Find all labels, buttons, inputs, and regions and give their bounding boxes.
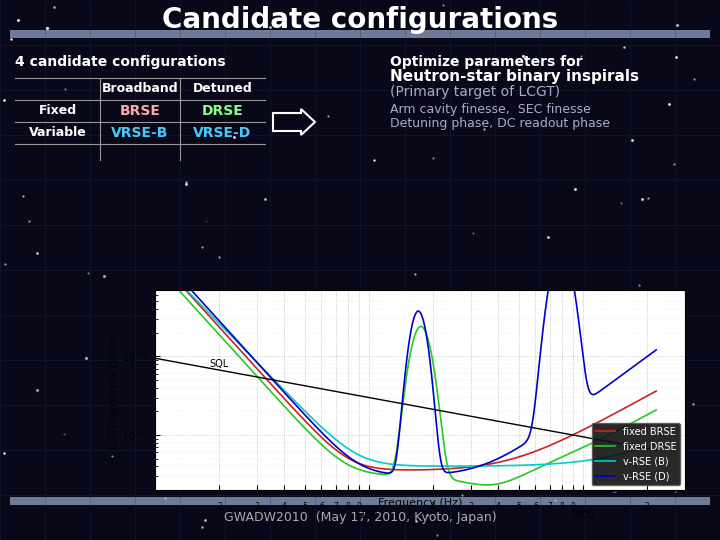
Text: SQL: SQL: [210, 359, 229, 369]
Text: 9: 9: [571, 502, 575, 511]
fixed DRSE: [176, 289, 185, 295]
fixed BRSE: [638, 396, 647, 402]
v-RSE (B): [381, 460, 390, 467]
Text: 4: 4: [495, 502, 500, 511]
v-RSE (D): [652, 347, 660, 353]
Text: Figure: K.Somiya: Figure: K.Somiya: [603, 483, 685, 493]
Text: 2: 2: [645, 502, 649, 511]
X-axis label: Frequency (Hz): Frequency (Hz): [378, 497, 462, 508]
Text: 5: 5: [302, 502, 307, 511]
Line: v-RSE (B): v-RSE (B): [155, 266, 656, 466]
Line: v-RSE (D): v-RSE (D): [155, 266, 656, 473]
v-RSE (D): [176, 275, 185, 281]
Text: Detuned: Detuned: [193, 83, 253, 96]
v-RSE (B): [150, 263, 159, 269]
fixed BRSE: [406, 467, 415, 473]
Text: 2: 2: [431, 502, 436, 511]
Text: VRSE-D: VRSE-D: [194, 126, 251, 140]
Bar: [10, 30, 710, 38]
fixed BRSE: [381, 466, 390, 472]
Text: 4: 4: [282, 502, 287, 511]
Text: 6: 6: [533, 502, 538, 511]
Text: VRSE-B: VRSE-B: [112, 126, 168, 140]
Text: 5: 5: [516, 502, 521, 511]
Text: 3: 3: [255, 502, 259, 511]
fixed DRSE: [652, 407, 660, 413]
Text: 8: 8: [346, 502, 351, 511]
v-RSE (D): [395, 433, 403, 440]
v-RSE (D): [637, 357, 646, 364]
Text: Variable: Variable: [29, 126, 86, 139]
Text: 8: 8: [560, 502, 564, 511]
Text: 2: 2: [217, 502, 222, 511]
Text: Neutron-star binary inspirals: Neutron-star binary inspirals: [390, 70, 639, 84]
Text: Candidate configurations: Candidate configurations: [162, 6, 558, 34]
v-RSE (D): [150, 263, 159, 269]
Text: Arm cavity finesse,  SEC finesse: Arm cavity finesse, SEC finesse: [390, 104, 590, 117]
v-RSE (B): [652, 440, 660, 447]
fixed BRSE: [150, 263, 159, 269]
fixed BRSE: [652, 388, 660, 394]
Text: 4 candidate configurations: 4 candidate configurations: [15, 55, 225, 69]
fixed DRSE: [637, 415, 646, 421]
Text: 9: 9: [356, 502, 361, 511]
Text: (Primary target of LCGT): (Primary target of LCGT): [390, 85, 560, 99]
Text: Fixed: Fixed: [38, 105, 76, 118]
v-RSE (B): [638, 445, 647, 451]
fixed BRSE: [546, 442, 554, 449]
Line: fixed BRSE: fixed BRSE: [155, 266, 656, 470]
v-RSE (B): [445, 463, 454, 469]
Text: 7: 7: [547, 502, 552, 511]
Text: 100: 100: [360, 510, 378, 521]
fixed DRSE: [381, 471, 390, 477]
Text: BRSE: BRSE: [120, 104, 161, 118]
v-RSE (D): [381, 470, 390, 476]
Legend: fixed BRSE, fixed DRSE, v-RSE (B), v-RSE (D): fixed BRSE, fixed DRSE, v-RSE (B), v-RSE…: [592, 423, 680, 485]
Text: Detuning phase, DC readout phase: Detuning phase, DC readout phase: [390, 118, 610, 131]
fixed DRSE: [482, 482, 491, 488]
Line: fixed DRSE: fixed DRSE: [155, 266, 656, 485]
Text: 3: 3: [469, 502, 474, 511]
fixed DRSE: [546, 460, 554, 466]
Text: Broadband: Broadband: [102, 83, 179, 96]
Bar: [10, 497, 710, 505]
fixed DRSE: [638, 414, 647, 421]
v-RSE (D): [384, 470, 392, 476]
fixed DRSE: [150, 263, 159, 269]
Y-axis label: LCGT sensitivity (1/rtHz): LCGT sensitivity (1/rtHz): [109, 330, 119, 449]
Text: 1000: 1000: [571, 510, 595, 521]
Text: 6: 6: [319, 502, 324, 511]
Text: Optimize parameters for: Optimize parameters for: [390, 55, 582, 69]
v-RSE (B): [395, 462, 403, 468]
v-RSE (D): [638, 357, 647, 363]
fixed DRSE: [395, 433, 403, 440]
v-RSE (D): [546, 277, 554, 284]
v-RSE (B): [546, 461, 554, 467]
v-RSE (B): [176, 281, 185, 287]
Text: DRSE: DRSE: [202, 104, 243, 118]
fixed BRSE: [395, 467, 403, 473]
fixed BRSE: [176, 281, 185, 288]
v-RSE (B): [637, 445, 646, 451]
Text: 7: 7: [333, 502, 338, 511]
Text: GWADW2010  (May 17, 2010, Kyoto, Japan): GWADW2010 (May 17, 2010, Kyoto, Japan): [224, 511, 496, 524]
fixed BRSE: [637, 396, 646, 402]
